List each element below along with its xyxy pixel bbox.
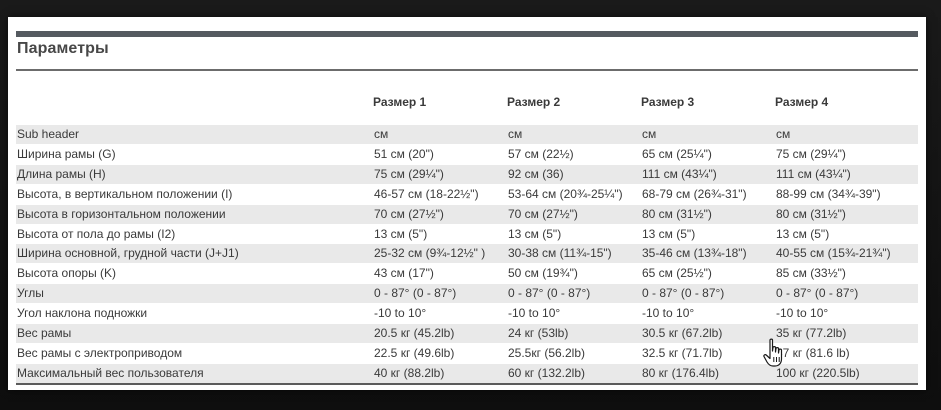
- cell-size-2: 60 кг (132.2lb): [507, 363, 641, 385]
- row-label: Вес рамы с электроприводом: [16, 343, 373, 364]
- row-label: Длина рамы (H): [16, 164, 373, 185]
- parameters-table: Размер 1 Размер 2 Размер 3 Размер 4 Sub …: [16, 91, 918, 385]
- cell-size-1: 40 кг (88.2lb): [373, 363, 507, 385]
- cell-size-3: 68-79 см (26¾-31"): [641, 184, 775, 205]
- cell-size-3: 13 см (5"): [641, 224, 775, 245]
- cell-size-4: 37 кг (81.6 lb): [775, 343, 918, 364]
- table-row: Вес рамы с электроприводом 22.5 кг (49.6…: [16, 343, 918, 364]
- row-label: Угол наклона подножки: [16, 303, 373, 325]
- cell-size-2: -10 to 10°: [507, 303, 641, 325]
- cell-size-4: см: [775, 125, 918, 145]
- cell-size-3: 111 см (43¼"): [641, 164, 775, 185]
- cell-size-1: 25-32 см (9¾-12½" ): [373, 243, 507, 265]
- top-accent-bar: [16, 31, 918, 37]
- cell-size-4: 35 кг (77.2lb): [775, 323, 918, 344]
- cell-size-3: 80 кг (176.4lb): [641, 363, 775, 385]
- cell-size-2: 13 см (5"): [507, 224, 641, 245]
- cell-size-4: 75 см (29¼"): [775, 144, 918, 165]
- column-header-empty: [16, 91, 373, 125]
- cell-size-3: -10 to 10°: [641, 303, 775, 325]
- table-row: Длина рамы (H) 75 см (29¼") 92 см (36) 1…: [16, 164, 918, 185]
- table-row: Угол наклона подножки -10 to 10° -10 to …: [16, 303, 918, 325]
- table-row: Высота в горизонтальном положении 70 см …: [16, 204, 918, 225]
- cell-size-3: 65 см (25¼"): [641, 144, 775, 165]
- table-header-row: Размер 1 Размер 2 Размер 3 Размер 4: [16, 91, 918, 125]
- cell-size-1: 75 см (29¼"): [373, 164, 507, 185]
- cell-size-3: 35-46 см (13¾-18"): [641, 243, 775, 265]
- table-row: Высота от пола до рамы (I2) 13 см (5") 1…: [16, 224, 918, 245]
- cell-size-2: 25.5кг (56.2lb): [507, 343, 641, 364]
- row-label: Высота в горизонтальном положении: [16, 204, 373, 225]
- cell-size-3: 30.5 кг (67.2lb): [641, 323, 775, 344]
- cell-size-4: 13 см (5"): [775, 224, 918, 245]
- cell-size-3: 80 см (31½"): [641, 204, 775, 225]
- cell-size-1: 22.5 кг (49.6lb): [373, 343, 507, 364]
- cell-size-2: 24 кг (53lb): [507, 323, 641, 344]
- cell-size-2: 53-64 см (20¾-25¼"): [507, 184, 641, 205]
- table-row: Ширина рамы (G) 51 см (20") 57 см (22½) …: [16, 144, 918, 165]
- cell-size-1: 70 см (27½"): [373, 204, 507, 225]
- cell-size-4: 80 см (31½"): [775, 204, 918, 225]
- cell-size-4: 0 - 87° (0 - 87°): [775, 283, 918, 305]
- row-label: Ширина основной, грудной части (J+J1): [16, 243, 373, 265]
- table-row: Sub header см см см см: [16, 125, 918, 145]
- cell-size-4: 88-99 см (34¾-39"): [775, 184, 918, 205]
- cell-size-1: 20.5 кг (45.2lb): [373, 323, 507, 344]
- table-row: Высота, в вертикальном положении (I) 46-…: [16, 184, 918, 205]
- cell-size-1: -10 to 10°: [373, 303, 507, 325]
- cell-size-4: -10 to 10°: [775, 303, 918, 325]
- column-header-size-1: Размер 1: [373, 95, 427, 109]
- table-row: Ширина основной, грудной части (J+J1) 25…: [16, 243, 918, 265]
- title-divider: [16, 69, 918, 71]
- hand-pointer-icon: [763, 338, 783, 367]
- cell-size-4: 40-55 см (15¾-21¾"): [775, 243, 918, 265]
- cell-size-2: 92 см (36): [507, 164, 641, 185]
- row-label: Высота от пола до рамы (I2): [16, 224, 373, 245]
- row-label: Ширина рамы (G): [16, 144, 373, 165]
- column-header-size-4: Размер 4: [775, 95, 829, 109]
- parameters-card: Параметры Размер 1 Размер 2 Размер 3 Раз…: [8, 17, 926, 390]
- cell-size-1: 0 - 87° (0 - 87°): [373, 283, 507, 305]
- cell-size-2: 50 см (19¾"): [507, 263, 641, 285]
- cell-size-3: 65 см (25½"): [641, 263, 775, 285]
- cell-size-4: 111 см (43¼"): [775, 164, 918, 185]
- table-row: Углы 0 - 87° (0 - 87°) 0 - 87° (0 - 87°)…: [16, 283, 918, 305]
- row-label: Высота, в вертикальном положении (I): [16, 184, 373, 205]
- table-row: Максимальный вес пользователя 40 кг (88.…: [16, 363, 918, 385]
- cell-size-4: 85 см (33½"): [775, 263, 918, 285]
- cell-size-1: 13 см (5"): [373, 224, 507, 245]
- column-header-size-3: Размер 3: [641, 95, 695, 109]
- cell-size-2: 0 - 87° (0 - 87°): [507, 283, 641, 305]
- row-label: Вес рамы: [16, 323, 373, 344]
- row-label: Максимальный вес пользователя: [16, 363, 373, 385]
- cell-size-3: 0 - 87° (0 - 87°): [641, 283, 775, 305]
- section-title: Параметры: [17, 40, 109, 57]
- column-header-size-2: Размер 2: [507, 95, 561, 109]
- cell-size-1: 46-57 см (18-22½"): [373, 184, 507, 205]
- cell-size-2: 30-38 см (11¾-15"): [507, 243, 641, 265]
- cell-size-1: 43 см (17"): [373, 263, 507, 285]
- row-label: Sub header: [16, 125, 373, 145]
- cell-size-4: 100 кг (220.5lb): [775, 363, 918, 385]
- row-label: Высота опоры (K): [16, 263, 373, 285]
- cell-size-1: см: [373, 125, 507, 145]
- cell-size-2: 57 см (22½): [507, 144, 641, 165]
- cell-size-1: 51 см (20"): [373, 144, 507, 165]
- row-label: Углы: [16, 283, 373, 305]
- table-row: Вес рамы 20.5 кг (45.2lb) 24 кг (53lb) 3…: [16, 323, 918, 344]
- cell-size-3: 32.5 кг (71.7lb): [641, 343, 775, 364]
- table-row: Высота опоры (K) 43 см (17") 50 см (19¾"…: [16, 263, 918, 285]
- cell-size-3: см: [641, 125, 775, 145]
- cell-size-2: см: [507, 125, 641, 145]
- cell-size-2: 70 см (27½"): [507, 204, 641, 225]
